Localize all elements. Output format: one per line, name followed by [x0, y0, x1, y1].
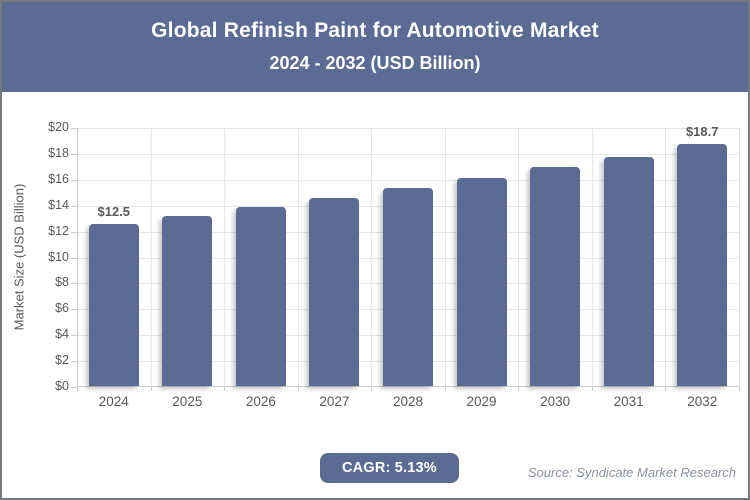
- y-tick-label: $4: [55, 327, 69, 342]
- y-tick-label: $8: [55, 275, 69, 290]
- y-tick-label: $16: [48, 171, 69, 186]
- chart-title: Global Refinish Paint for Automotive Mar…: [151, 19, 599, 42]
- bar: [162, 216, 213, 386]
- x-tick-label: 2029: [466, 394, 497, 409]
- x-axis-tick: [371, 387, 373, 391]
- bar: [309, 198, 360, 386]
- y-tick-label: $18: [48, 145, 69, 160]
- y-axis-tick: [71, 335, 77, 337]
- chart-subtitle: 2024 - 2032 (USD Billion): [269, 53, 481, 73]
- x-tick-label: 2032: [687, 394, 718, 409]
- gridline-v: [591, 128, 593, 387]
- source-credit: Source: Syndicate Market Research: [527, 465, 736, 480]
- y-axis-tick: [71, 153, 77, 155]
- y-tick-label: $10: [48, 249, 69, 264]
- gridline-v: [297, 128, 299, 387]
- gridline-h: [77, 153, 739, 155]
- x-tick-label: 2027: [319, 394, 350, 409]
- y-axis-tick: [71, 361, 77, 363]
- bar-value-label: $18.7: [685, 123, 719, 139]
- x-axis-tick: [224, 387, 226, 391]
- y-axis-tick: [71, 205, 77, 207]
- x-axis-tick: [297, 387, 299, 391]
- y-axis-tick: [71, 283, 77, 285]
- plot-area: $12.5 $18.7: [71, 124, 740, 391]
- y-tick-label: $0: [55, 379, 69, 393]
- bar-value-label: $12.5: [97, 204, 131, 220]
- x-axis-tick: [739, 387, 740, 391]
- bar: [383, 187, 433, 386]
- y-axis-tick: [71, 128, 77, 129]
- x-axis-tick: [77, 387, 78, 391]
- x-axis-tick: [591, 387, 593, 391]
- x-axis-tick: [665, 387, 667, 391]
- gridline-v: [224, 128, 226, 387]
- gridline-v: [665, 128, 667, 387]
- y-axis-tick: [71, 387, 77, 388]
- chart-header: Global Refinish Paint for Automotive Mar…: [2, 2, 748, 92]
- x-axis-tick: [444, 387, 446, 391]
- gridline-h: [77, 128, 739, 129]
- cagr-badge: CAGR: 5.13%: [320, 453, 459, 483]
- bar: [235, 207, 286, 386]
- y-axis-line: [77, 128, 78, 387]
- gridline-v: [150, 128, 152, 387]
- x-tick-label: 2030: [540, 394, 571, 409]
- y-tick-label: $14: [48, 197, 69, 212]
- bar: [456, 177, 507, 386]
- bar: [530, 167, 581, 386]
- gridline-v: [371, 128, 373, 387]
- gridline-v: [518, 128, 520, 387]
- y-axis-tick: [71, 257, 77, 259]
- y-tick-label: $12: [48, 223, 69, 238]
- gridline-h: [77, 179, 739, 181]
- x-axis-line: [77, 386, 739, 387]
- y-tick-label: $2: [55, 353, 69, 368]
- y-axis-tick: [71, 309, 77, 311]
- bar: [88, 224, 139, 386]
- y-axis-tick: [71, 231, 77, 233]
- x-tick-label: 2031: [613, 394, 644, 409]
- x-tick-label: 2024: [98, 394, 129, 409]
- y-tick-label: $6: [55, 301, 69, 316]
- x-tick-label: 2025: [172, 394, 203, 409]
- x-axis-tick: [518, 387, 520, 391]
- x-axis-tick: [150, 387, 152, 391]
- gridline-v: [444, 128, 446, 387]
- bar: [603, 156, 654, 386]
- x-tick-label: 2026: [245, 394, 276, 409]
- y-tick-label: $20: [48, 120, 69, 134]
- gridline-v: [739, 128, 740, 387]
- bar: [677, 143, 728, 386]
- x-tick-label: 2028: [392, 394, 424, 409]
- y-axis-tick: [71, 179, 77, 181]
